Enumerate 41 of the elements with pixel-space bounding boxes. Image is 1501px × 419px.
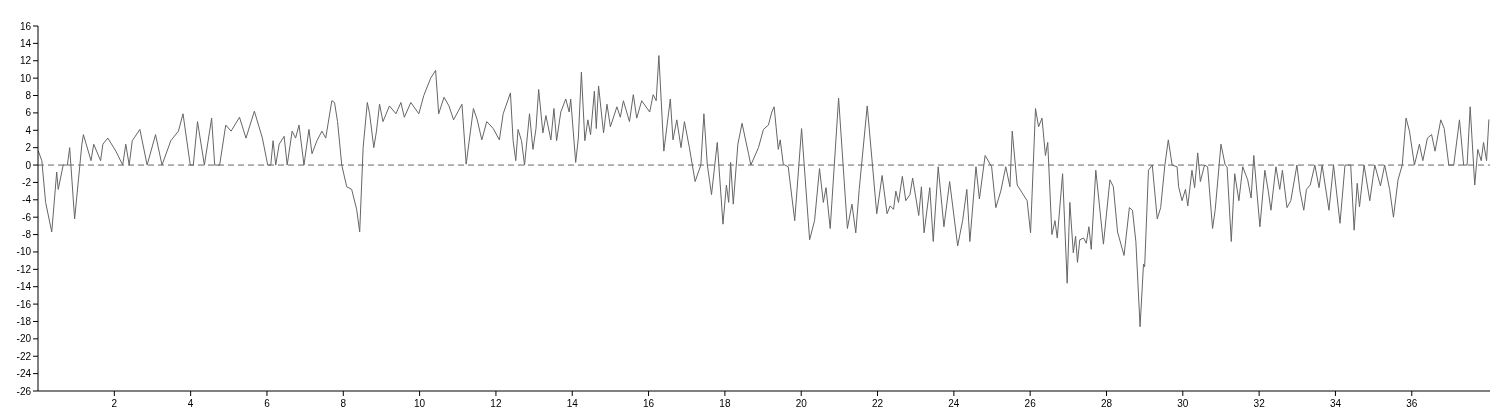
y-tick-label: -10	[16, 246, 32, 258]
x-tick-label: 18	[719, 398, 731, 409]
x-tick-label: 30	[1177, 398, 1189, 409]
x-tick-label: 4	[187, 398, 194, 409]
y-tick-label: 12	[19, 55, 32, 67]
x-tick-label: 8	[340, 398, 347, 409]
x-tick-label: 20	[795, 398, 808, 409]
y-tick-label: -22	[16, 350, 32, 362]
y-tick-label: -24	[16, 368, 32, 380]
y-tick-label: 14	[19, 37, 32, 49]
x-tick-label: 34	[1329, 398, 1342, 409]
y-tick-label: 16	[19, 20, 32, 32]
x-tick-label: 36	[1406, 398, 1418, 409]
y-tick-label: 4	[25, 124, 32, 136]
y-tick-label: 8	[25, 90, 32, 102]
y-tick-label: -8	[22, 229, 32, 241]
y-tick-label: -14	[16, 281, 32, 293]
x-tick-label: 6	[264, 398, 271, 409]
y-tick-label: 6	[25, 107, 32, 119]
y-tick-label: -6	[22, 211, 32, 223]
y-tick-label: 10	[19, 72, 32, 84]
x-tick-label: 22	[871, 398, 884, 409]
y-tick-label: -20	[16, 333, 32, 345]
y-tick-label: 0	[25, 159, 32, 171]
y-tick-label: -16	[16, 298, 32, 310]
y-tick-label: -12	[16, 263, 32, 275]
x-tick-label: 16	[643, 398, 655, 409]
y-tick-label: -26	[16, 385, 32, 397]
x-tick-label: 14	[566, 398, 579, 409]
x-tick-label: 10	[414, 398, 426, 409]
x-tick-label: 26	[1024, 398, 1037, 409]
x-tick-label: 24	[948, 398, 960, 409]
x-tick-label: 2	[111, 398, 118, 409]
x-tick-label: 28	[1100, 398, 1113, 409]
y-tick-label: -4	[22, 194, 32, 206]
y-tick-label: -2	[22, 176, 32, 188]
x-tick-label: 32	[1253, 398, 1266, 409]
y-tick-label: -18	[16, 315, 32, 327]
y-tick-label: 2	[25, 142, 32, 154]
x-tick-label: 12	[490, 398, 502, 409]
line-series	[37, 55, 1490, 328]
